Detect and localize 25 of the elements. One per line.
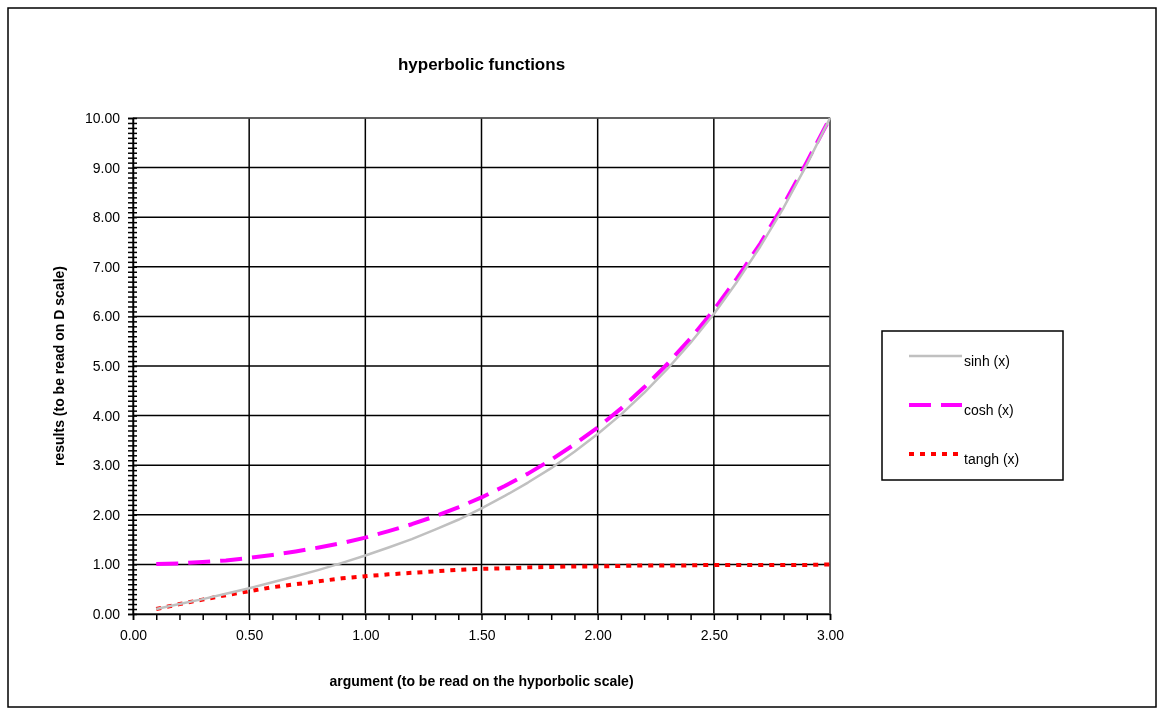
- line-series: [154, 562, 832, 612]
- x-tick-label: 0.00: [119, 626, 148, 643]
- legend-label: tangh (x): [964, 451, 1020, 467]
- x-axis-title: argument (to be read on the hyporbolic scale): [329, 673, 634, 689]
- y-tick-label: 5.00: [92, 357, 121, 374]
- legend-label: sinh (x): [964, 353, 1010, 369]
- y-tick-label: 6.00: [92, 308, 121, 325]
- y-tick-label: 8.00: [92, 209, 121, 226]
- y-tick-label: 9.00: [92, 159, 121, 176]
- x-tick-label: 1.00: [352, 626, 380, 643]
- y-tick-label: 0.00: [92, 605, 121, 622]
- y-tick-label: 10.00: [84, 109, 121, 126]
- y-axis-title: results (to be read on D scale): [51, 266, 67, 466]
- x-tick-label: 0.50: [236, 626, 264, 643]
- x-tick-label: 1.50: [468, 626, 496, 643]
- y-tick-label: 2.00: [92, 506, 121, 523]
- x-tick-label: 2.00: [584, 626, 612, 643]
- chart-title: hyperbolic functions: [397, 55, 566, 74]
- y-tick-label: 4.00: [92, 407, 121, 424]
- y-tick-label: 7.00: [92, 258, 121, 275]
- legend-label: cosh (x): [964, 402, 1014, 418]
- x-tick-label: 2.50: [700, 626, 729, 643]
- y-tick-label: 1.00: [92, 556, 121, 573]
- x-tick-label: 3.00: [816, 626, 845, 643]
- y-tick-label: 3.00: [92, 457, 121, 474]
